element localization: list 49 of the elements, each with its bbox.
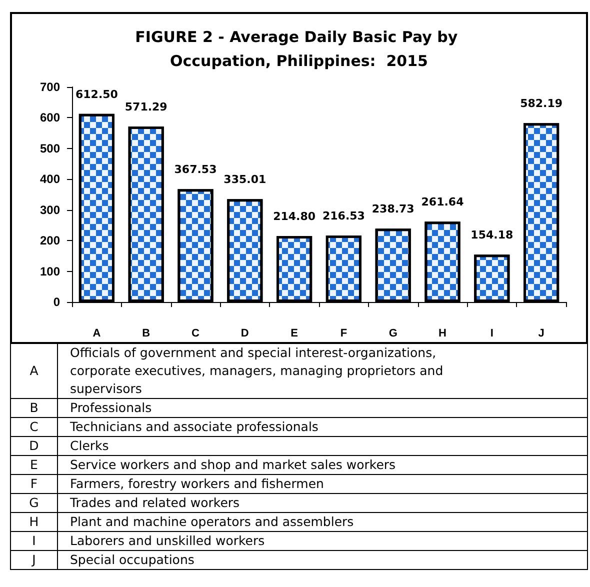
chart-title: FIGURE 2 - Average Daily Basic Pay by Occupation, Philippines: 2015 [135,28,463,70]
y-tick-label: 400 [40,172,60,186]
x-tick-label: E [290,328,298,340]
data-label: 612.50 [75,88,118,101]
text: Farmers, forestry workers and fishermen [58,474,588,494]
x-tick-label: B [142,328,150,340]
y-tick-label: 100 [40,264,60,278]
category-label: D [29,438,39,453]
data-label: 214.80 [273,210,316,224]
text: Laborers and unskilled workers [58,532,588,550]
data-label: 216.53 [322,209,365,222]
text: Trades and related workers [58,494,588,512]
text: Officials of government and special interest-organizations, corporate executives, managers, managing proprietors and supervisors [58,343,588,398]
data-label: 582.19 [520,97,563,110]
y-tick-label: 700 [40,80,60,94]
category-label: H [29,514,39,529]
text: Clerks [58,436,588,456]
category-label: F [30,476,38,491]
text: Technicians and associate professionals [58,418,588,436]
data-label: 154.18 [470,228,514,242]
text: Special occupations [58,550,588,570]
data-label: 261.64 [421,196,464,209]
category-label: E [30,457,38,472]
data-label: 335.01 [224,173,266,186]
y-tick-label: 300 [40,202,60,217]
x-tick-label: F [340,328,348,340]
x-tick-label: I [490,328,494,340]
category-label: A [30,363,38,378]
y-tick-label: 600 [40,110,60,125]
y-tick-label: 500 [40,141,60,156]
x-tick-label: A [92,328,101,340]
category-label: B [30,400,38,415]
data-label: 367.53 [174,163,217,176]
x-tick-label: G [388,328,398,340]
category-label: C [30,419,38,434]
category-label: I [32,533,36,548]
data-label: 571.29 [124,100,168,114]
x-tick-label: J [538,328,544,340]
text: Professionals [58,398,588,418]
y-tick-label: 0 [53,295,60,309]
x-tick-label: D [240,328,249,340]
data-label: 238.73 [372,202,414,216]
x-tick-label: C [192,328,200,340]
text: Plant and machine operators and assemblers [58,512,588,532]
y-tick-label: 200 [40,234,60,248]
category-label: J [32,552,36,567]
x-tick-label: H [438,328,447,340]
text: Service workers and shop and market sales workers [58,456,588,474]
category-label: G [29,495,39,510]
